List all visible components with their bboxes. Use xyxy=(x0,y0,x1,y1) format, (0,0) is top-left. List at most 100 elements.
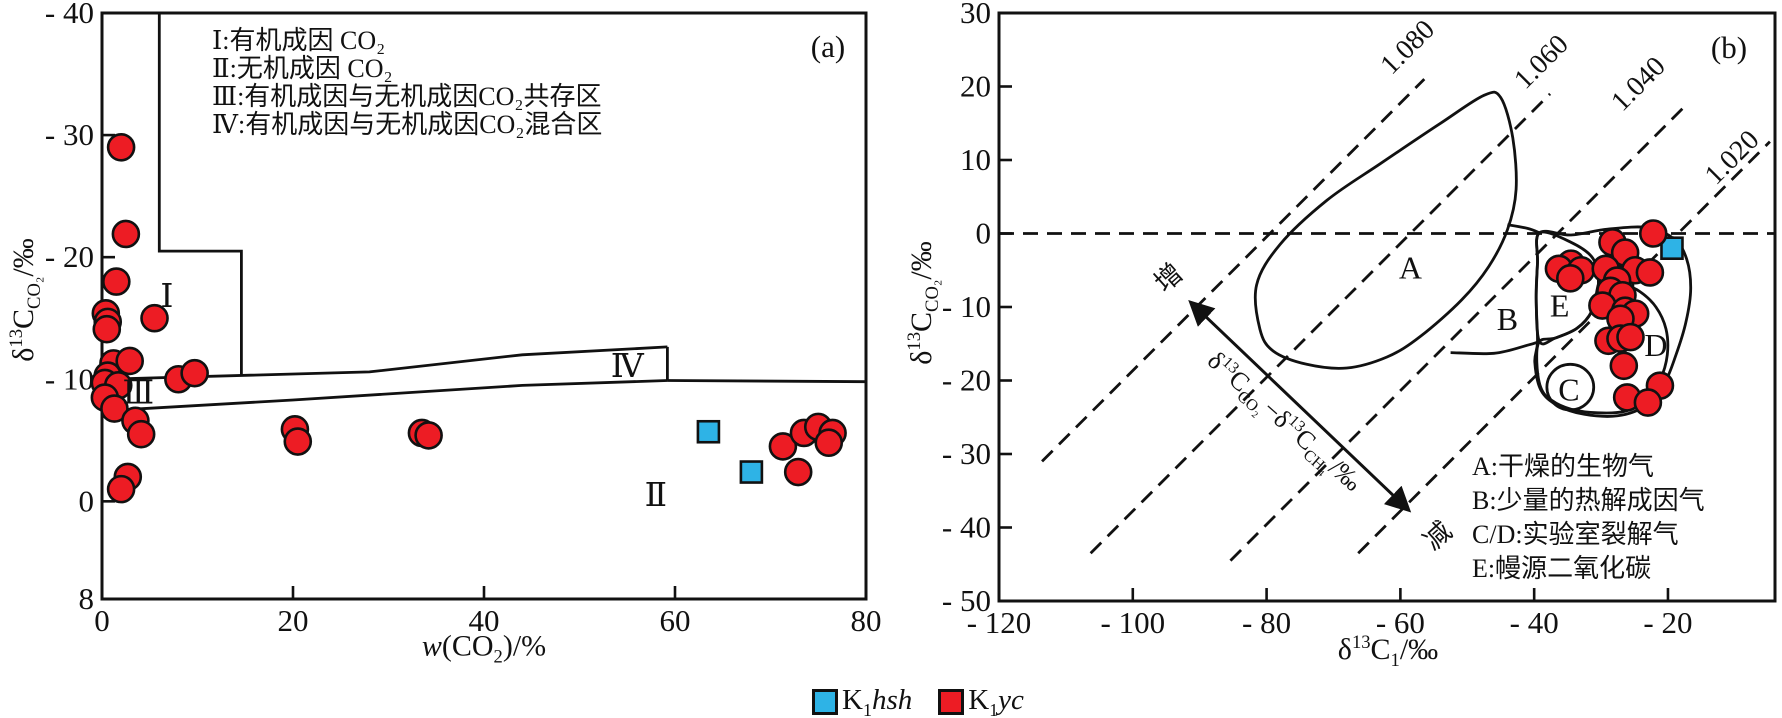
panel-a-tag: (a) xyxy=(810,29,846,64)
x-tick-label: - 40 xyxy=(1510,605,1559,640)
data-point-K1yc xyxy=(1633,388,1663,417)
data-point-K1hsh xyxy=(696,419,721,444)
panel-b-zone-legend: A:干燥的生物气 B:少量的热解成因气 C/D:实验室裂解气 E:幔源二氧化碳 xyxy=(1472,450,1705,586)
data-point-K1yc xyxy=(283,427,313,456)
region-label-Ⅱ: Ⅱ xyxy=(645,478,667,514)
alpha-line-label-1.080: 1.080 xyxy=(1375,14,1441,80)
panel-b-x-axis-label: δ13C1/‰ xyxy=(1337,632,1439,671)
series-legend-label: K1yc xyxy=(968,684,1024,718)
data-point-K1yc xyxy=(106,474,136,504)
zone-legend-row: Ⅱ:无机成因 CO₂ xyxy=(212,54,393,83)
region-outline-B-bottom xyxy=(1450,340,1540,356)
series-legend-item-k1hsh: K1hsh xyxy=(812,684,912,718)
data-point-K1yc xyxy=(414,421,443,450)
y-tick-label: - 50 xyxy=(942,583,991,618)
data-point-K1yc xyxy=(1609,351,1639,381)
region-label-Ⅳ: Ⅳ xyxy=(611,349,645,385)
data-point-K1yc xyxy=(1635,258,1665,287)
region-label-E: E xyxy=(1550,288,1570,324)
k1yc-square-swatch-icon xyxy=(938,689,965,716)
genetic-zone-boundary xyxy=(101,345,668,381)
region-label-Ⅰ: Ⅰ xyxy=(160,279,173,315)
zone-legend-row: Ⅲ:有机成因与无机成因CO₂共存区 xyxy=(212,82,602,111)
data-point-K1yc xyxy=(100,394,129,423)
y-tick-label: 20 xyxy=(960,69,991,104)
series-legend-label: K1hsh xyxy=(842,684,913,718)
y-tick-label: - 30 xyxy=(942,436,991,471)
region-label-C: C xyxy=(1558,371,1579,407)
data-point-K1yc xyxy=(92,314,122,344)
x-tick-label: - 100 xyxy=(1101,605,1166,640)
data-point-K1hsh xyxy=(1660,236,1684,260)
region-outline-D xyxy=(1535,279,1670,415)
y-tick-label: - 40 xyxy=(942,510,991,545)
region-label-Ⅲ: Ⅲ xyxy=(122,376,154,412)
y-tick-label: - 20 xyxy=(942,363,991,398)
x-tick-label: 60 xyxy=(660,603,691,638)
series-legend: K1hsh K1yc xyxy=(812,684,1024,718)
data-point-K1hsh xyxy=(739,460,764,484)
zone-legend-row: A:干燥的生物气 xyxy=(1472,452,1655,481)
x-tick-label: 40 xyxy=(469,603,500,638)
region-outline-B-top xyxy=(1507,223,1541,235)
y-tick-label: - 10 xyxy=(942,289,991,324)
x-tick-label: - 80 xyxy=(1242,605,1291,640)
data-point-K1yc xyxy=(180,358,209,388)
region-outline-C xyxy=(1545,362,1596,412)
zone-legend-row: Ⅰ:有机成因 CO₂ xyxy=(212,26,386,55)
data-point-K1yc xyxy=(1616,322,1645,352)
data-point-K1yc xyxy=(1555,264,1585,293)
region-label-B: B xyxy=(1497,301,1518,337)
y-tick-label: 0 xyxy=(79,483,95,518)
data-point-K1yc xyxy=(126,419,156,449)
y-tick-label: - 40 xyxy=(45,0,94,30)
region-label-A: A xyxy=(1399,249,1422,285)
genetic-zone-boundary xyxy=(667,379,867,384)
data-point-K1yc xyxy=(115,346,144,376)
data-point-K1yc xyxy=(106,132,136,162)
data-point-K1yc xyxy=(140,303,169,333)
y-tick-label: - 20 xyxy=(45,239,94,274)
panel-a-x-axis-label: w(CO2)/% xyxy=(421,629,547,668)
genetic-zone-boundary xyxy=(101,379,668,413)
zone-legend-row: B:少量的热解成因气 xyxy=(1472,486,1705,515)
k1hsh-square-swatch-icon xyxy=(812,689,838,716)
x-tick-label: - 120 xyxy=(967,605,1032,640)
y-tick-label: 8 xyxy=(79,581,95,616)
y-tick-label: 0 xyxy=(976,216,992,251)
x-tick-label: 20 xyxy=(278,603,309,638)
x-tick-label: 80 xyxy=(851,603,882,638)
alpha-line-label-1.060: 1.060 xyxy=(1508,29,1574,95)
y-tick-label: 10 xyxy=(960,142,991,177)
alpha-line-1.080 xyxy=(1041,78,1426,463)
data-point-K1yc xyxy=(768,432,798,461)
x-tick-label: - 20 xyxy=(1643,605,1692,640)
data-point-K1yc xyxy=(814,428,844,458)
data-point-K1yc xyxy=(102,267,131,296)
zone-legend-row: E:幔源二氧化碳 xyxy=(1472,554,1652,583)
panel-a-y-axis-label: δ13CCO₂/‰ xyxy=(6,238,45,362)
y-tick-label: 30 xyxy=(960,0,991,30)
x-tick-label: - 60 xyxy=(1376,605,1425,640)
zone-legend-row: C/D:实验室裂解气 xyxy=(1472,520,1679,549)
series-legend-item-k1yc: K1yc xyxy=(938,684,1024,718)
region-label-D: D xyxy=(1644,327,1667,363)
x-tick-label: 0 xyxy=(94,603,110,638)
panel-b-tag: (b) xyxy=(1710,30,1748,65)
genetic-zone-boundary xyxy=(157,13,243,375)
data-point-K1yc xyxy=(1638,219,1668,248)
zone-legend-row: Ⅳ:有机成因与无机成因CO₂混合区 xyxy=(212,110,603,139)
region-outline-A xyxy=(1253,90,1518,370)
panel-b-y-axis-label: δ13CCO₂/‰ xyxy=(904,241,943,365)
fractionation-arrow xyxy=(1188,299,1412,513)
data-point-K1yc xyxy=(783,457,813,487)
alpha-line-1.020 xyxy=(1357,140,1771,555)
y-tick-label: - 10 xyxy=(45,361,94,396)
data-point-K1yc xyxy=(111,219,141,249)
panel-a-zone-legend: Ⅰ:有机成因 CO₂ Ⅱ:无机成因 CO₂ Ⅲ:有机成因与无机成因CO₂共存区 … xyxy=(212,27,602,139)
y-tick-label: - 30 xyxy=(45,117,94,152)
